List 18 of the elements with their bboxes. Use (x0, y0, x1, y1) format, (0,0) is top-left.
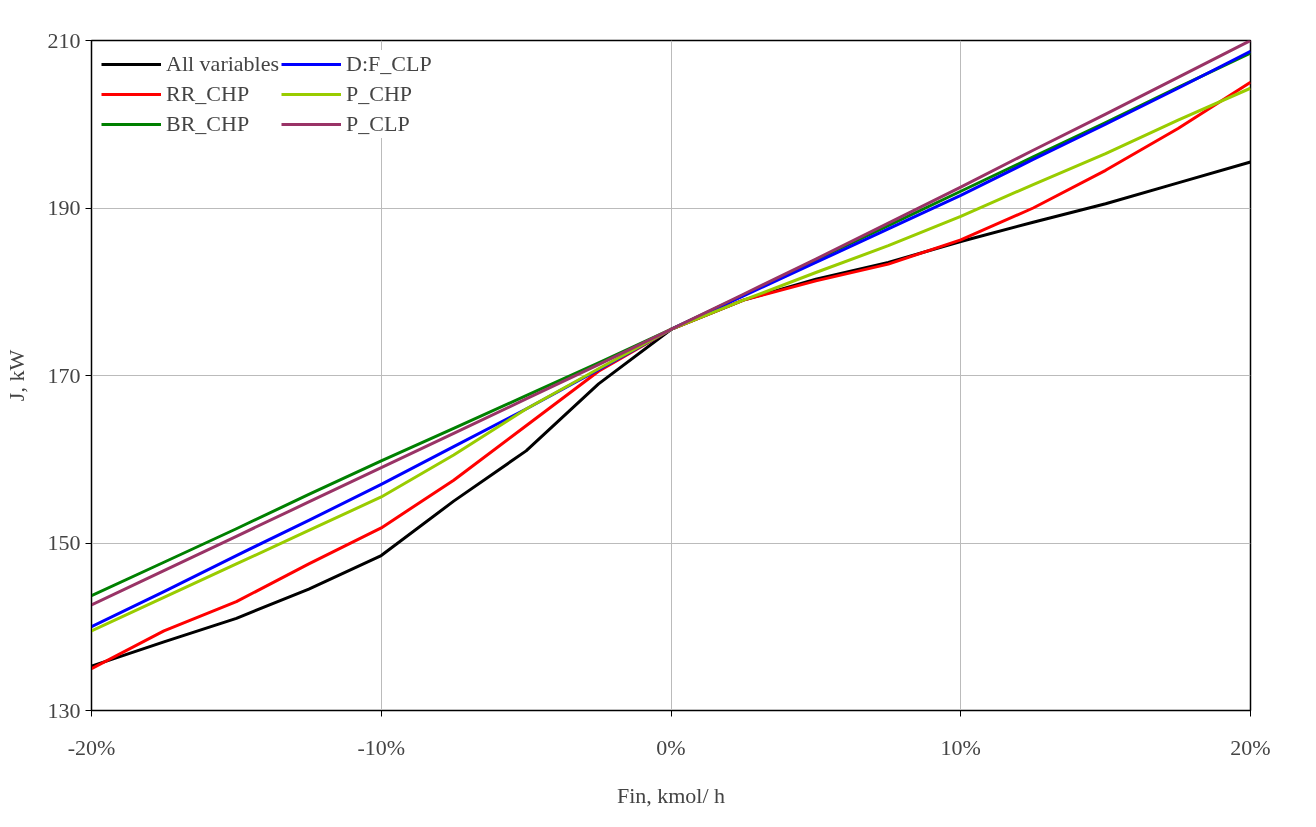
x-tick-label: 0% (656, 734, 686, 760)
x-tick-label: 10% (940, 734, 981, 760)
x-tick-label: -10% (357, 734, 406, 760)
legend-label: RR_CHP (166, 80, 250, 108)
y-tick-label: 170 (47, 362, 81, 388)
y-tick-label: 190 (47, 195, 81, 220)
x-tick-label: 20% (1230, 734, 1271, 760)
y-tick-label: 210 (47, 27, 81, 53)
y-axis-title: J, kW (3, 349, 29, 402)
legend-label: P_CLP (346, 110, 410, 138)
y-tick-label: 150 (47, 530, 81, 555)
legend-label: D:F_CLP (346, 50, 432, 78)
legend-label: BR_CHP (166, 110, 250, 138)
x-tick-label: -20% (67, 734, 116, 760)
x-axis-title: Fin, kmol/ h (616, 782, 726, 808)
legend-label: P_CHP (346, 80, 413, 108)
legend-label: All variables (166, 50, 280, 78)
y-tick-label: 130 (47, 697, 81, 723)
